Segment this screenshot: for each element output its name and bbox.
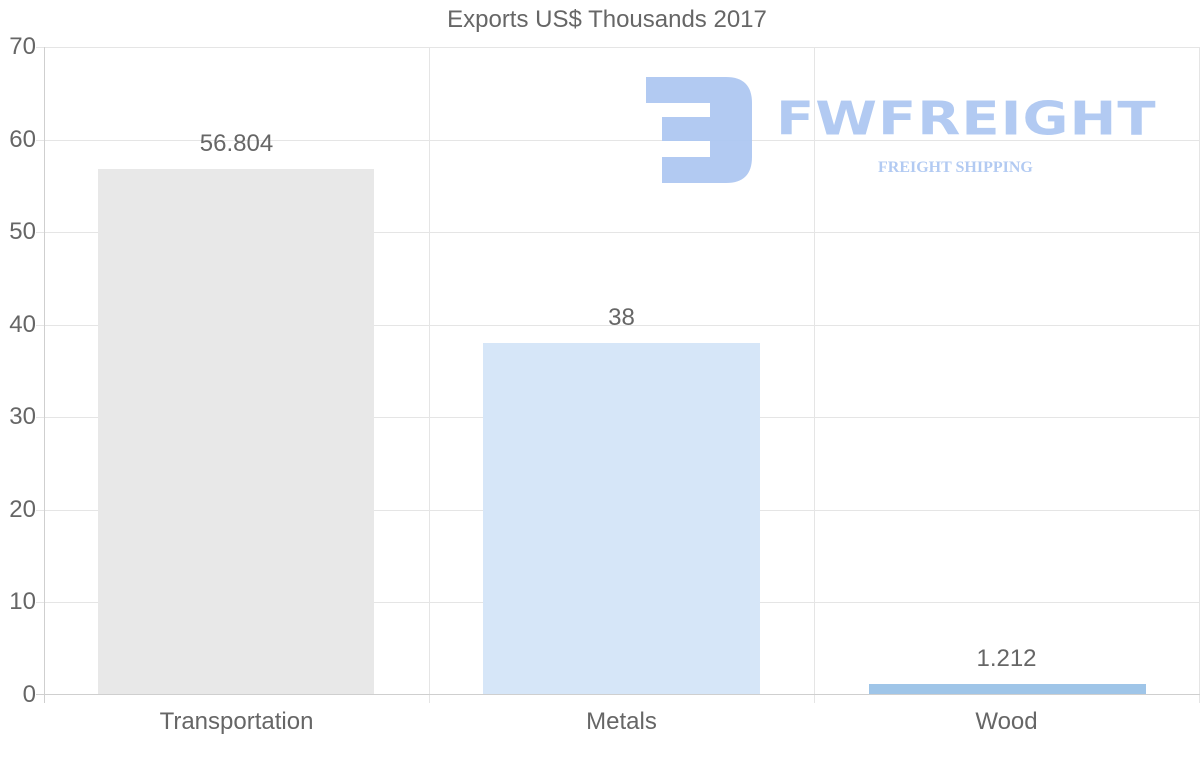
x-label-metals: Metals [586,708,657,735]
chart-title: Exports US$ Thousands 2017 [447,6,767,33]
x-axis-line [36,694,1200,695]
x-label-wood: Wood [975,708,1038,735]
y-tick-50: 50 [9,218,36,245]
y-tick-20: 20 [9,496,36,523]
gridline [429,47,430,703]
y-tick-40: 40 [9,311,36,338]
value-label-wood: 1.212 [976,645,1037,672]
watermark-brand: FWFREIGHT [776,92,1157,146]
x-label-transportation: Transportation [159,708,314,735]
value-label-transportation: 56.804 [199,130,274,157]
fwfreight-watermark: FWFREIGHT FREIGHT SHIPPING [646,73,1156,188]
gridline [36,47,1200,48]
bar-wood[interactable] [869,684,1146,695]
y-tick-10: 10 [9,588,36,615]
watermark-tagline: FREIGHT SHIPPING [878,159,1033,176]
y-tick-60: 60 [9,126,36,153]
gridline [36,325,1200,326]
bar-transportation[interactable] [98,169,374,695]
bar-metals[interactable] [483,343,760,695]
fwfreight-logo-icon [646,77,752,183]
gridline [814,47,815,703]
y-axis-line [44,47,45,703]
y-tick-0: 0 [22,681,36,708]
value-label-metals: 38 [608,304,635,331]
plot-area [36,47,1200,703]
y-tick-70: 70 [9,33,36,60]
y-tick-30: 30 [9,403,36,430]
gridline [36,140,1200,141]
gridline [36,232,1200,233]
